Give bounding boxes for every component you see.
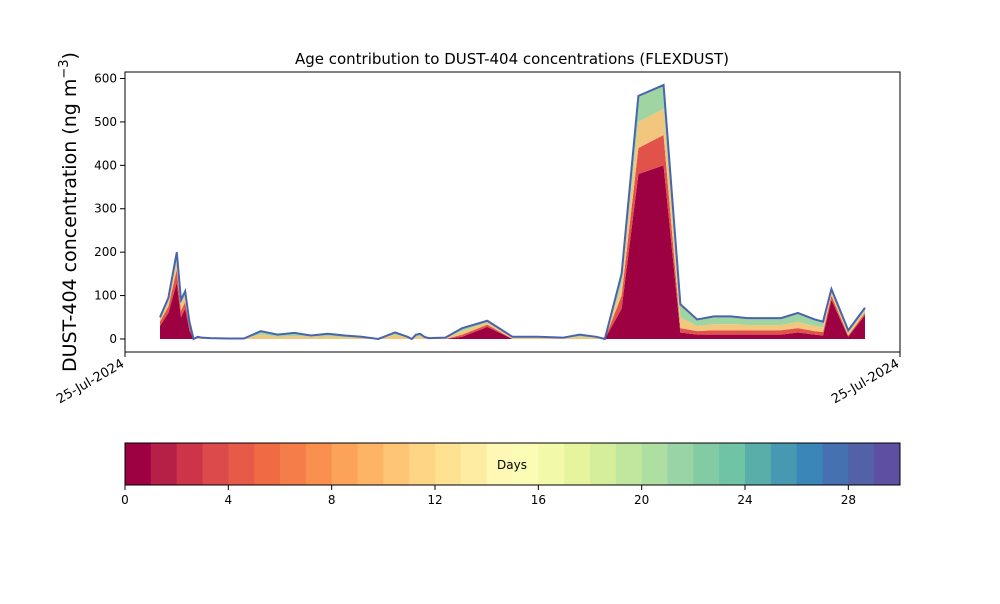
colorbar-swatch (435, 443, 462, 485)
colorbar-swatch (280, 443, 307, 485)
colorbar-swatch (564, 443, 591, 485)
colorbar-swatch (538, 443, 565, 485)
colorbar-swatch (693, 443, 720, 485)
total-concentration-line (159, 83, 866, 341)
colorbar-swatch (409, 443, 436, 485)
colorbar-tick-label: 28 (841, 493, 856, 507)
colorbar-tick-label: 12 (427, 493, 442, 507)
colorbar-swatch (641, 443, 668, 485)
y-tick-label: 0 (109, 332, 117, 346)
colorbar-swatch (874, 443, 901, 485)
colorbar-tick-label: 20 (634, 493, 649, 507)
colorbar-swatch (202, 443, 229, 485)
x-axis: 25-Jul-2024 25-Jul-2024 (54, 352, 902, 407)
colorbar-axis: 0 4 8 12 16 20 24 28 (121, 485, 856, 507)
colorbar-swatch (228, 443, 255, 485)
colorbar-swatch (331, 443, 358, 485)
chart-title: Age contribution to DUST-404 concentrati… (295, 50, 729, 68)
age-layer-4 (160, 85, 865, 339)
colorbar-label: Days (497, 458, 527, 472)
plot-area (159, 83, 866, 341)
colorbar-swatch (848, 443, 875, 485)
plot-frame (124, 71, 901, 353)
colorbar-swatch (383, 443, 410, 485)
y-axis-label-unit-exponent: −3 (57, 59, 72, 78)
colorbar-tick-label: 4 (225, 493, 233, 507)
colorbar-frame (124, 442, 901, 486)
y-tick-label: 600 (94, 72, 117, 86)
colorbar-swatch (822, 443, 849, 485)
age-layer-2 (160, 108, 865, 339)
colorbar-swatch (590, 443, 617, 485)
y-axis: 0 100 200 300 400 500 600 (94, 72, 125, 346)
colorbar-swatch (486, 443, 513, 485)
y-tick-label: 100 (94, 289, 117, 303)
age-layer-1 (160, 134, 865, 339)
y-tick-label: 300 (94, 202, 117, 216)
colorbar-tick-label: 24 (737, 493, 752, 507)
colorbar-swatch (305, 443, 333, 485)
age-layer-3 (160, 85, 865, 339)
colorbar (125, 443, 901, 485)
colorbar-swatch (254, 443, 281, 485)
colorbar-tick-label: 0 (121, 493, 129, 507)
colorbar-swatch (125, 443, 152, 485)
x-tick-label: 25-Jul-2024 (829, 356, 902, 407)
colorbar-swatch (719, 443, 746, 485)
y-tick-label: 500 (94, 115, 117, 129)
colorbar-swatch (615, 443, 643, 485)
colorbar-swatch (460, 443, 488, 485)
colorbar-swatch (512, 443, 539, 485)
y-axis-label: DUST-404 concentration (ng m−3) (57, 52, 81, 372)
colorbar-swatch (745, 443, 772, 485)
colorbar-swatch (770, 443, 798, 485)
colorbar-tick-label: 16 (531, 493, 546, 507)
age-layer-0 (160, 165, 865, 339)
colorbar-swatch (667, 443, 694, 485)
y-tick-label: 200 (94, 245, 117, 259)
colorbar-swatch (176, 443, 203, 485)
colorbar-swatch (796, 443, 823, 485)
colorbar-swatch (150, 443, 178, 485)
y-tick-label: 400 (94, 158, 117, 172)
colorbar-tick-label: 8 (328, 493, 336, 507)
colorbar-swatch (357, 443, 384, 485)
